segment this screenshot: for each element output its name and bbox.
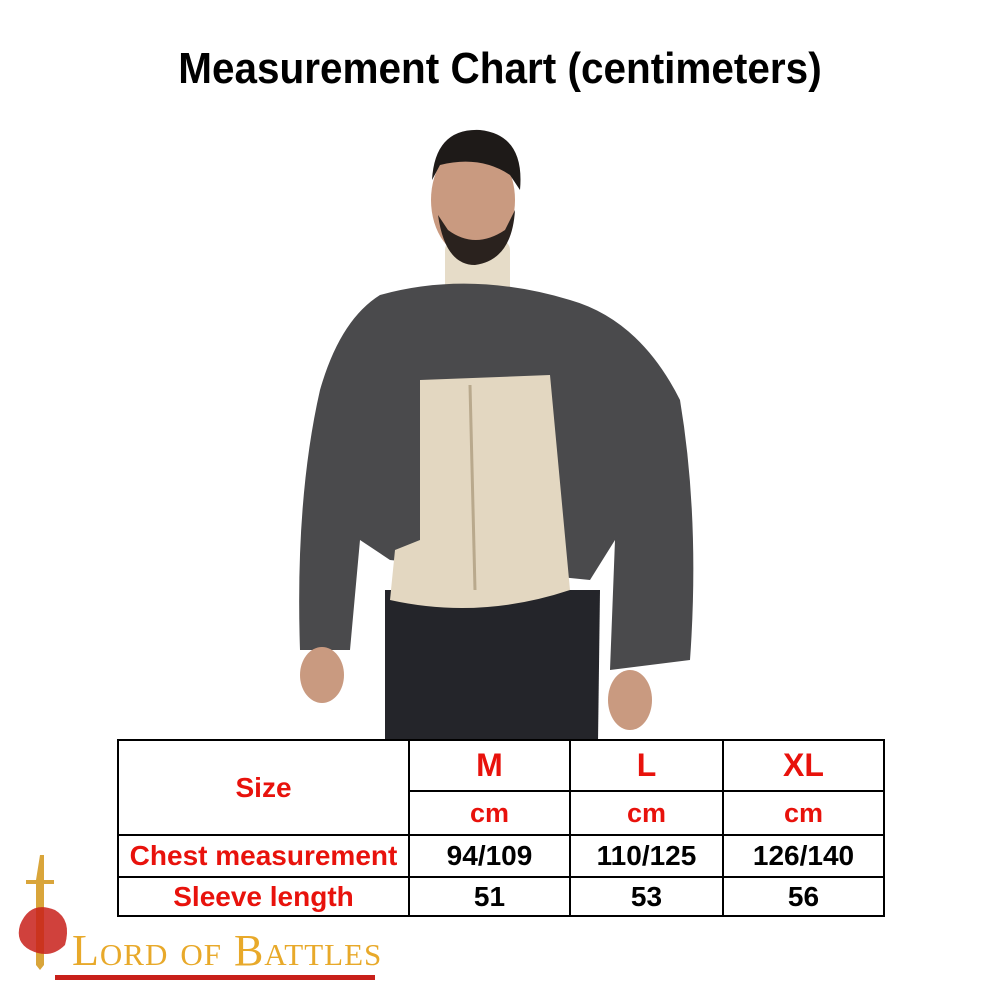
lord-of-battles-logo (18, 855, 375, 980)
table-cell: 56 (722, 876, 885, 917)
logo-text: Lord of Battles (72, 926, 383, 975)
beard (438, 210, 515, 265)
table-cell: 94/109 (408, 834, 571, 878)
unit-l: cm (569, 790, 724, 836)
gambeson (390, 375, 570, 608)
table-cell: 51 (408, 876, 571, 917)
size-chart-table: Size M L XL cm cm cm Chest measurement 9… (117, 739, 885, 917)
table-row: Sleeve length 51 53 56 (117, 876, 885, 917)
unit-m: cm (408, 790, 571, 836)
table-cell: 126/140 (722, 834, 885, 878)
size-xl: XL (722, 739, 885, 792)
table-cell: 53 (569, 876, 724, 917)
unit-xl: cm (722, 790, 885, 836)
table-cell: 110/125 (569, 834, 724, 878)
trousers (385, 590, 600, 742)
head (431, 142, 515, 258)
row-label: Sleeve length (117, 876, 410, 917)
table-row: Chest measurement 94/109 110/125 126/140 (117, 834, 885, 878)
product-photo-chainmail-model (299, 129, 694, 742)
right-hand (608, 670, 652, 730)
size-header: Size (117, 739, 410, 836)
heraldic-mantle (18, 907, 68, 954)
left-hand (300, 647, 344, 703)
size-m: M (408, 739, 571, 792)
hair (432, 129, 521, 190)
size-l: L (569, 739, 724, 792)
row-label: Chest measurement (117, 834, 410, 878)
page-title: Measurement Chart (centimeters) (178, 44, 822, 93)
